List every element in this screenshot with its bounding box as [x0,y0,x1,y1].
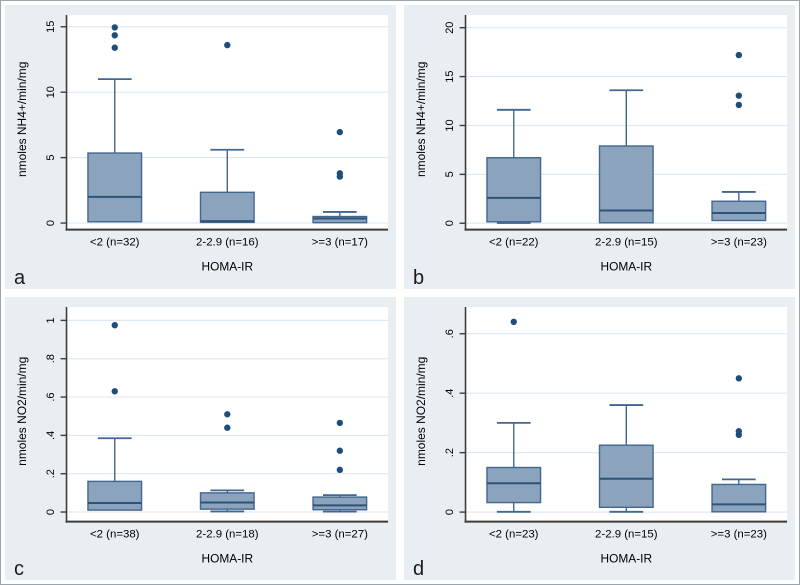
outlier-dot [735,51,743,59]
outlier-dot [336,466,344,473]
x-axis-title: HOMA-IR [202,259,254,273]
x-category-label: 2-2.9 (n=16) [196,237,259,249]
x-category-label: >=3 (n=17) [312,237,368,249]
y-tick-label: 15 [45,21,57,33]
x-axis-title: HOMA-IR [601,551,653,565]
y-tick-label: 15 [444,70,456,82]
y-tick-label: 0 [444,220,456,226]
x-category-label: 2-2.9 (n=15) [595,237,658,249]
outlier-dot [111,44,118,51]
outlier-dot [224,41,231,49]
outlier-dot [336,419,344,426]
y-tick-label: .6 [444,329,456,338]
panel-letter-d: d [413,558,425,580]
x-category-label: 2-2.9 (n=15) [595,528,658,540]
box [87,480,143,511]
y-axis-title: nmoles NO2/min/mg [414,356,428,465]
panel-letter-b: b [413,266,425,289]
box [598,444,654,508]
outlier-dot [111,24,118,31]
y-tick-label: 5 [45,155,57,161]
outlier-dot [224,424,231,431]
box [711,200,767,222]
y-tick-label: .4 [45,430,57,439]
outlier-dot [510,318,517,325]
outlier-dot [735,92,743,99]
x-category-label: <2 (n=32) [90,237,140,249]
panel-c: 0 .2 .4 .6 .8 1 nmoles NO2/min/mg <2 (n=38) 2-2.… [5,296,396,580]
box [199,191,255,224]
outlier-dot [336,170,344,177]
panel-b: 0 5 10 15 20 nmoles NH4+/min/mg <2 (n=22) 2-2.9… [404,5,795,289]
panel-letter-a: a [14,266,26,289]
x-axis-title: HOMA-IR [601,259,653,273]
y-tick-label: 1 [45,317,57,323]
panel-a: 0 5 10 15 nmoles NH4+/min/mg <2 (n=32) 2-2.9 (… [5,5,396,289]
outlier-dot [735,374,743,382]
outlier-dot [336,128,344,136]
outlier-dot [111,321,118,328]
x-category-label: <2 (n=22) [489,237,539,249]
x-category-label: <2 (n=23) [489,528,539,540]
y-tick-label: 5 [444,171,456,177]
y-tick-label: 10 [444,119,456,131]
x-category-label: 2-2.9 (n=18) [196,528,259,540]
x-axis-title: HOMA-IR [202,551,254,565]
box [199,491,255,510]
y-axis-title: nmoles NH4+/min/mg [15,62,29,177]
boxplot-chart-b: 0 5 10 15 20 nmoles NH4+/min/mg <2 (n=22) 2-2.9… [414,14,788,274]
x-category-label: >=3 (n=27) [312,528,368,540]
boxplot-chart-d: 0 .2 .4 .6 nmoles NO2/min/mg <2 (n=23) 2-2.9 (… [414,306,788,565]
outlier-dot [336,447,344,454]
y-tick-label: 10 [45,86,57,98]
x-category-label: >=3 (n=23) [711,528,767,540]
outlier-dot [735,101,743,109]
x-category-label: >=3 (n=23) [711,237,767,249]
x-category-label: <2 (n=38) [90,528,140,540]
y-tick-label: 0 [45,508,57,514]
y-tick-label: .8 [45,354,57,363]
panel-letter-c: c [14,558,24,580]
y-tick-label: .6 [45,392,57,401]
panel-d: 0 .2 .4 .6 nmoles NO2/min/mg <2 (n=23) 2-2.9 (… [404,296,795,580]
outlier-dot [111,387,118,394]
y-axis-title: nmoles NH4+/min/mg [414,62,428,177]
outlier-dot [224,410,231,417]
box [312,495,368,510]
box [87,152,143,223]
box [312,215,368,224]
box [486,157,542,223]
boxplot-chart-a: 0 5 10 15 nmoles NH4+/min/mg <2 (n=32) 2-2.9 (… [15,14,389,274]
box [486,466,542,503]
y-tick-label: .4 [444,388,456,397]
y-tick-label: .2 [45,469,57,478]
y-tick-label: .2 [444,448,456,457]
y-tick-label: 20 [444,22,456,34]
outlier-dot [111,32,118,39]
y-tick-label: 0 [444,509,456,515]
box [711,483,767,512]
y-axis-title: nmoles NO2/min/mg [15,356,29,465]
boxplot-chart-c: 0 .2 .4 .6 .8 1 nmoles NO2/min/mg <2 (n=38) 2-2.… [15,306,389,565]
y-tick-label: 0 [45,220,57,226]
outlier-dot [735,427,743,434]
